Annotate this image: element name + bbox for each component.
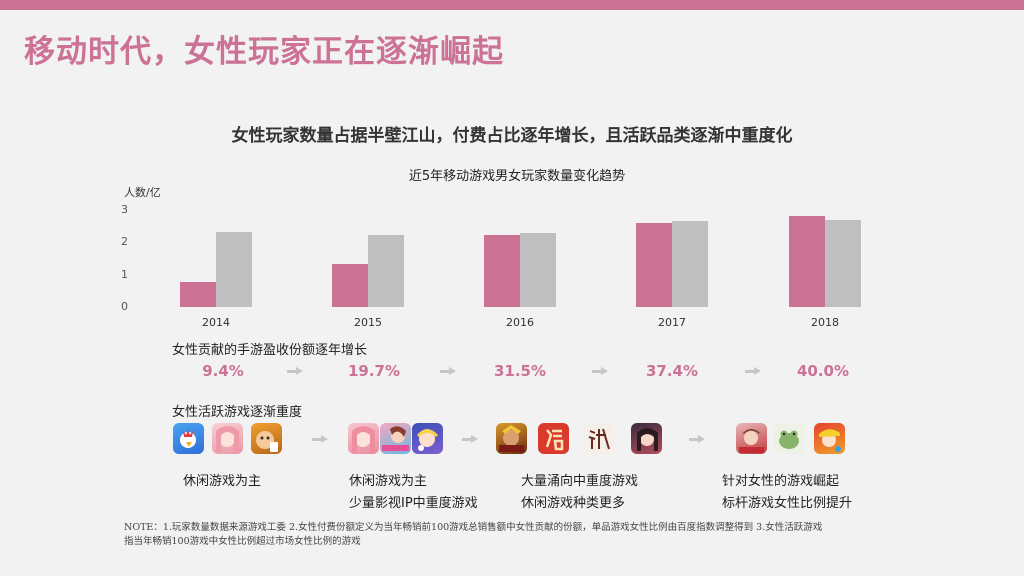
arrow-right-icon	[592, 367, 608, 375]
x-label-2018: 2018	[811, 316, 839, 329]
x-label-2015: 2015	[354, 316, 382, 329]
frog-game-icon	[774, 423, 805, 454]
page-title: 移动时代，女性玩家正在逐渐崛起	[24, 34, 504, 70]
top-accent-bar	[0, 0, 1024, 10]
cap-girl-game-icon	[814, 423, 845, 454]
footnote-line2: 指当年畅销100游戏中女性比例超过市场女性比例的游戏	[124, 536, 361, 547]
x-label-2016: 2016	[506, 316, 534, 329]
arrow-right-icon	[462, 435, 478, 443]
genre-section-label: 女性活跃游戏逐渐重度	[172, 405, 303, 420]
arrow-right-icon	[745, 367, 761, 375]
revenue-value-2018: 40.0%	[796, 362, 850, 380]
arrow-right-icon	[312, 435, 328, 443]
ancient-girl-game-icon	[631, 423, 662, 454]
chicken-game-icon	[173, 423, 204, 454]
x-label-2014: 2014	[202, 316, 230, 329]
slide-subtitle: 女性玩家数量占据半壁江山，付费占比逐年增长，且活跃品类逐渐中重度化	[231, 126, 793, 146]
revenue-value-2016: 31.5%	[493, 362, 547, 380]
y-tick-1: 1	[121, 268, 128, 281]
arrow-right-icon	[287, 367, 303, 375]
stage3-desc-line1: 大量涌向中重度游戏	[521, 474, 639, 489]
bar-male-2016	[520, 233, 556, 307]
y-tick-2: 2	[121, 235, 128, 248]
chart-title: 近5年移动游戏男女玩家数量变化趋势	[408, 169, 626, 184]
arrow-right-icon	[440, 367, 456, 375]
cartoon-girl-game-icon	[412, 423, 443, 454]
warrior-game-icon	[496, 423, 527, 454]
bar-female-2016	[484, 235, 520, 307]
bar-female-2014	[180, 282, 216, 307]
stage2-desc-line2: 少量影视IP中重度游戏	[349, 496, 478, 511]
stage3-desc-line2: 休闲游戏种类更多	[521, 496, 626, 511]
bar-male-2015	[368, 235, 404, 307]
card-game-icon	[251, 423, 282, 454]
anime-girl-game-icon	[348, 423, 379, 454]
bar-male-2014	[216, 232, 252, 307]
bar-female-2015	[332, 264, 368, 307]
zhuxian-game-icon	[583, 423, 614, 454]
revenue-value-2015: 19.7%	[347, 362, 401, 380]
revenue-value-2017: 37.4%	[645, 362, 699, 380]
x-label-2017: 2017	[658, 316, 686, 329]
bar-female-2017	[636, 223, 672, 307]
actress-game-icon	[380, 423, 411, 454]
revenue-value-2014: 9.4%	[202, 362, 244, 380]
arrow-right-icon	[689, 435, 705, 443]
footnote: NOTE：1.玩家数量数据来源游戏工委 2.女性付费份额定义为当年畅销前100游…	[124, 521, 914, 549]
qing-calligraphy-game-icon	[538, 423, 569, 454]
footnote-line1: NOTE：1.玩家数量数据来源游戏工委 2.女性付费份额定义为当年畅销前100游…	[124, 522, 823, 533]
idol-game-icon	[736, 423, 767, 454]
stage4-desc-line2: 标杆游戏女性比例提升	[722, 496, 853, 511]
bar-female-2018	[789, 216, 825, 307]
y-tick-0: 0	[121, 300, 128, 313]
bar-male-2018	[825, 220, 861, 307]
revenue-section-label: 女性贡献的手游盈收份额逐年增长	[172, 343, 368, 358]
stage2-desc-line1: 休闲游戏为主	[349, 474, 428, 489]
bar-male-2017	[672, 221, 708, 307]
anime-girl-game-icon	[212, 423, 243, 454]
y-axis-label: 人数/亿	[124, 186, 161, 199]
stage1-desc-line1: 休闲游戏为主	[183, 474, 262, 489]
stage4-desc-line1: 针对女性的游戏崛起	[722, 474, 840, 489]
y-tick-3: 3	[121, 203, 128, 216]
